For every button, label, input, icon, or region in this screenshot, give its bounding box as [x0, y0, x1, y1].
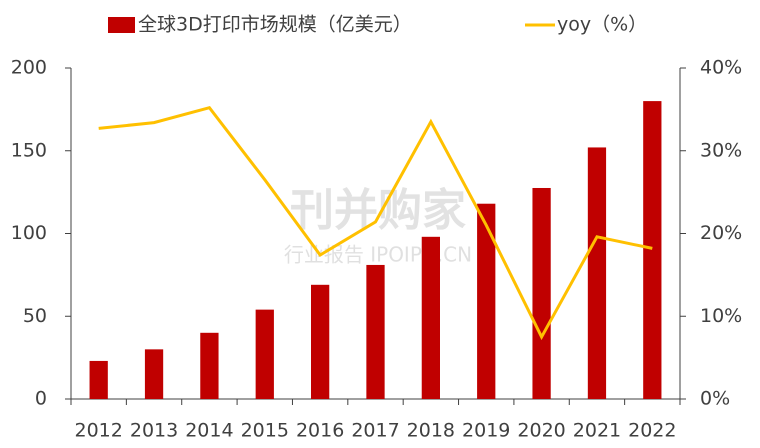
y-tick-label: 150	[11, 139, 47, 161]
x-tick-label: 2012	[75, 420, 123, 442]
x-tick-label: 2019	[462, 420, 510, 442]
x-tick-label: 2013	[130, 420, 178, 442]
x-tick-label: 2015	[241, 420, 289, 442]
bar	[366, 264, 385, 399]
x-tick-label: 2020	[517, 420, 565, 442]
legend-label: 全球3D打印市场规模（亿美元）	[138, 14, 412, 36]
y-tick-label: 200	[11, 57, 47, 79]
y2-tick-label: 0%	[700, 388, 730, 410]
x-tick-label: 2022	[628, 420, 676, 442]
line-series	[98, 106, 653, 341]
legend-label: yoy（%）	[557, 14, 647, 36]
y-tick-label: 50	[23, 305, 47, 327]
watermark: 刊并购家	[290, 185, 466, 236]
bar	[255, 309, 274, 399]
y2-tick-label: 40%	[700, 57, 742, 79]
bar	[477, 203, 496, 399]
bar	[532, 187, 551, 399]
bar	[89, 360, 108, 399]
y-tick-label: 0	[35, 388, 47, 410]
bar	[421, 236, 440, 399]
bar	[144, 349, 164, 399]
y2-tick-label: 30%	[700, 139, 742, 161]
bar	[587, 147, 607, 399]
y-tick-label: 100	[11, 222, 47, 244]
y2-tick-label: 20%	[700, 222, 742, 244]
x-tick-label: 2017	[351, 420, 399, 442]
x-tick-label: 2021	[573, 420, 621, 442]
x-tick-label: 2016	[296, 420, 344, 442]
bar	[643, 101, 662, 399]
x-tick-label: 2018	[407, 420, 455, 442]
bar	[311, 284, 330, 399]
y2-tick-label: 10%	[700, 305, 742, 327]
bar	[200, 332, 219, 399]
legend-swatch	[108, 17, 135, 33]
x-tick-label: 2014	[185, 420, 233, 442]
